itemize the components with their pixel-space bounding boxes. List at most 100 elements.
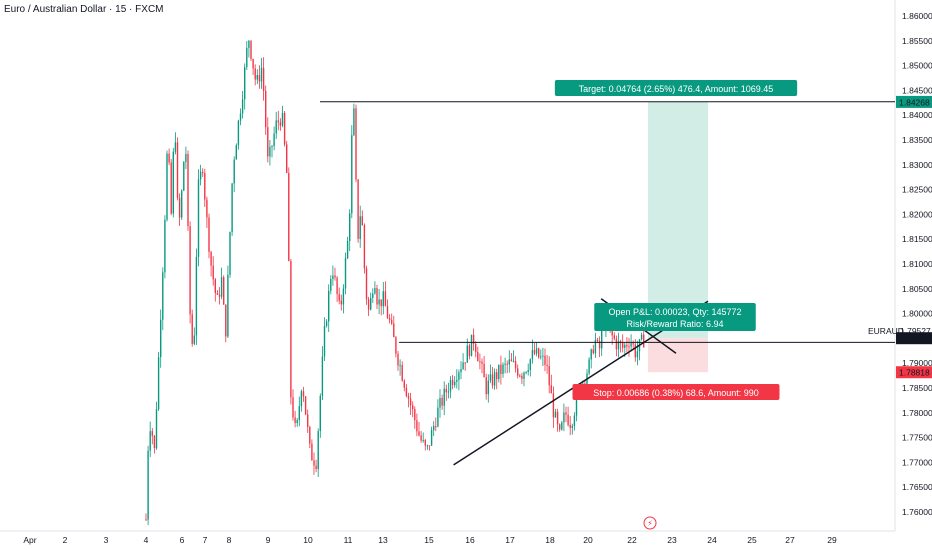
y-tick-label: 1.84000 bbox=[902, 110, 932, 120]
y-tick-label: 1.84500 bbox=[902, 85, 932, 95]
event-icon[interactable]: ⚡ bbox=[643, 516, 657, 530]
candle-body bbox=[151, 431, 153, 436]
candle-body bbox=[512, 361, 515, 363]
candle-body bbox=[349, 213, 351, 242]
candle-body bbox=[466, 345, 468, 363]
candle-body bbox=[162, 272, 164, 320]
candle-body bbox=[374, 288, 376, 294]
candle-body bbox=[626, 344, 628, 347]
candle-body bbox=[367, 299, 370, 310]
x-tick-label: 3 bbox=[104, 535, 109, 545]
candle-body bbox=[485, 377, 487, 395]
candle-body bbox=[269, 146, 271, 157]
candle-body bbox=[384, 291, 387, 307]
candle-body bbox=[622, 343, 624, 348]
candle-body bbox=[153, 435, 156, 449]
candle-body bbox=[311, 443, 313, 461]
x-tick-label: 6 bbox=[180, 535, 185, 545]
candle-body bbox=[155, 409, 158, 449]
candle-body bbox=[552, 393, 555, 418]
candle-body bbox=[357, 179, 359, 239]
x-tick-label: 13 bbox=[378, 535, 388, 545]
y-tick-label: 1.85000 bbox=[902, 61, 932, 71]
candle-body bbox=[290, 260, 292, 398]
candle-body bbox=[393, 323, 395, 338]
candle-body bbox=[405, 387, 408, 397]
x-tick-label: 4 bbox=[144, 535, 149, 545]
time-axis[interactable]: Apr 2 3 4 6 7 8 9 10 11 13 15 16 17 18 20 22 23 24 25 27 29 bbox=[23, 535, 837, 545]
candle-body bbox=[573, 415, 576, 426]
candle-body bbox=[262, 67, 265, 91]
candle-body bbox=[407, 396, 410, 399]
candle-body bbox=[229, 232, 231, 275]
candle-body bbox=[307, 414, 309, 427]
candle-body bbox=[265, 90, 267, 128]
x-tick-label: 17 bbox=[505, 535, 515, 545]
candle-body bbox=[420, 435, 422, 441]
candle-body bbox=[260, 67, 263, 82]
candle-body bbox=[218, 294, 221, 297]
candle-body bbox=[412, 405, 414, 410]
candle-body bbox=[204, 173, 206, 200]
target-price-tag: 1.84268 bbox=[899, 97, 930, 107]
candle-body bbox=[441, 397, 443, 406]
candle-body bbox=[202, 171, 204, 174]
candle-body bbox=[304, 396, 307, 415]
candle-body bbox=[502, 364, 504, 374]
x-tick-label: 18 bbox=[545, 535, 555, 545]
candle-body bbox=[630, 343, 632, 347]
y-tick-label: 1.81000 bbox=[902, 259, 932, 269]
candle-body bbox=[181, 190, 183, 218]
candle-body bbox=[244, 67, 246, 100]
candle-body bbox=[147, 450, 149, 520]
target-label: Target: 0.04764 (2.65%) 476.4, Amount: 1… bbox=[554, 80, 798, 96]
candle-body bbox=[449, 379, 452, 392]
candle-body bbox=[565, 412, 567, 415]
candle-body bbox=[409, 398, 412, 406]
candle-body bbox=[271, 145, 273, 147]
candle-body bbox=[483, 363, 485, 378]
candle-body bbox=[319, 395, 321, 431]
candle-body bbox=[149, 431, 151, 451]
candle-body bbox=[340, 300, 342, 305]
candle-body bbox=[277, 120, 279, 123]
candle-body bbox=[250, 40, 252, 59]
drawn-lines[interactable] bbox=[320, 101, 895, 466]
candle-body bbox=[401, 365, 403, 381]
candle-body bbox=[338, 294, 340, 301]
x-tick-label: Apr bbox=[23, 535, 36, 545]
stop-label-text: Stop: 0.00686 (0.38%) 68.6, Amount: 990 bbox=[593, 388, 759, 398]
candle-body bbox=[344, 258, 347, 289]
candle-body bbox=[231, 183, 233, 233]
current-price-label: 1.79527 bbox=[900, 326, 931, 336]
candle-body bbox=[643, 334, 645, 348]
candle-body bbox=[443, 388, 445, 406]
candle-body bbox=[575, 393, 578, 416]
y-tick-label: 1.77500 bbox=[902, 433, 932, 443]
stop-price-tag-bg bbox=[896, 366, 932, 379]
candle-body bbox=[172, 151, 174, 214]
candle-body bbox=[252, 58, 254, 69]
candle-body bbox=[498, 364, 500, 380]
candle-body bbox=[426, 445, 429, 447]
candle-body bbox=[624, 344, 626, 348]
candle-body bbox=[376, 288, 378, 305]
x-tick-label: 24 bbox=[707, 535, 717, 545]
x-tick-label: 15 bbox=[424, 535, 434, 545]
candle-body bbox=[160, 319, 162, 358]
candle-body bbox=[590, 349, 592, 360]
candle-body bbox=[197, 179, 200, 257]
candle-body bbox=[225, 304, 227, 337]
y-tick-label: 1.86000 bbox=[902, 11, 932, 21]
candle-body bbox=[525, 371, 527, 373]
candle-body bbox=[185, 154, 187, 162]
candle-body bbox=[403, 380, 405, 388]
price-axis[interactable]: 1.86000 1.85500 1.85000 1.84500 1.84000 1.835… bbox=[868, 11, 932, 517]
target-label-text: Target: 0.04764 (2.65%) 476.4, Amount: 1… bbox=[579, 84, 774, 94]
candle-body bbox=[521, 375, 523, 379]
candle-body bbox=[372, 293, 374, 298]
y-tick-label: 1.79000 bbox=[902, 358, 932, 368]
candle-body bbox=[460, 369, 462, 373]
candle-body bbox=[561, 422, 563, 430]
